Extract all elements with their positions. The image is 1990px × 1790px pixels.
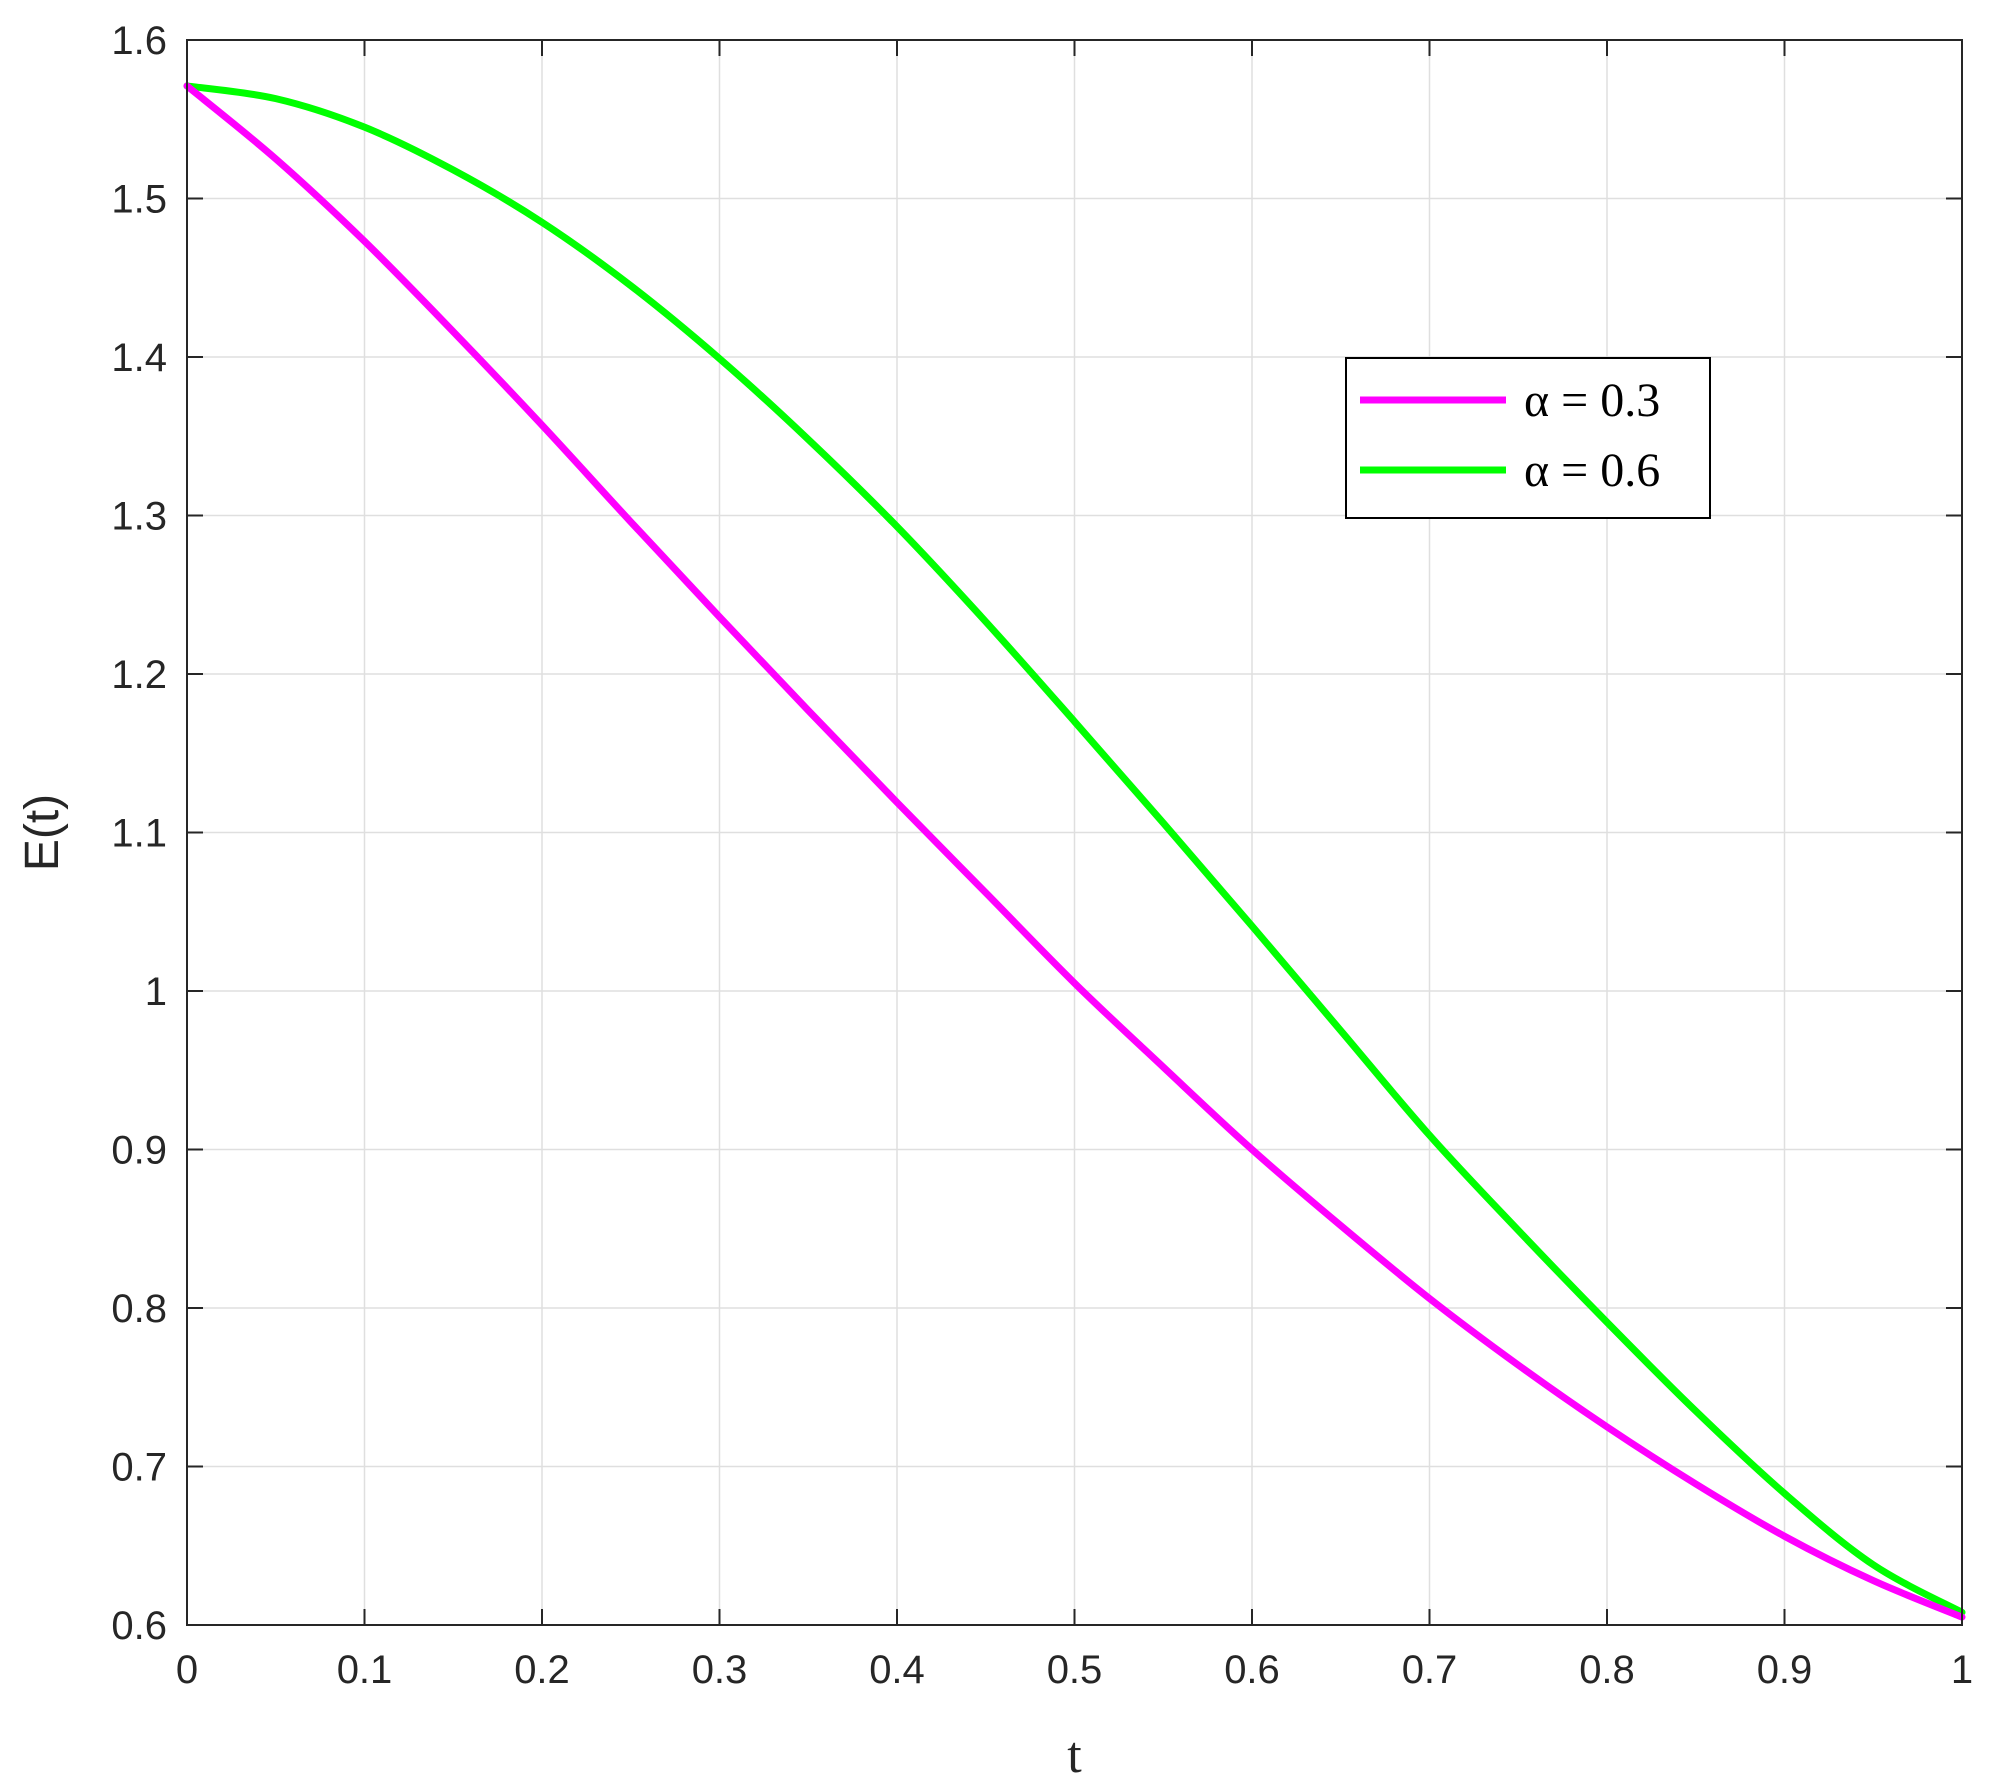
x-tick-label: 0.9 [1757,1648,1813,1692]
x-axis-title: t [1067,1727,1082,1784]
y-tick-label: 1.5 [111,178,167,222]
y-tick-label: 1.4 [111,336,167,380]
y-tick-label: 0.7 [111,1446,167,1490]
ticks: 0 0.1 0.2 0.3 0.4 0.5 0.6 0.7 0.8 0.9 1 0.6 0.7 0.8 0.… [111,19,1973,1692]
legend-box [1345,357,1711,519]
x-tick-label: 0.5 [1047,1648,1103,1692]
x-tick-label: 0 [176,1648,198,1692]
y-tick-label: 0.9 [111,1129,167,1173]
y-tick-label: 1.1 [111,812,167,856]
x-tick-label: 0.8 [1579,1648,1635,1692]
x-tick-label: 0.6 [1224,1648,1280,1692]
y-tick-label: 1.3 [111,495,167,539]
x-tick-label: 0.1 [337,1648,393,1692]
y-tick-label: 1 [145,970,167,1014]
legend-label: α = 0.6 [1524,444,1660,497]
y-axis-title: E(t) [16,794,69,871]
legend: α = 0.3 α = 0.6 [1345,357,1711,519]
series-layer [183,82,1966,1621]
series-line-2 [183,82,1966,1616]
y-tick-label: 1.2 [111,653,167,697]
y-tick-label: 0.8 [111,1287,167,1331]
y-tick-label: 1.6 [111,19,167,63]
x-tick-label: 0.2 [514,1648,570,1692]
x-tick-label: 0.7 [1402,1648,1458,1692]
x-tick-label: 0.3 [692,1648,748,1692]
x-tick-label: 0.4 [869,1648,925,1692]
y-tick-label: 0.6 [111,1604,167,1648]
legend-label: α = 0.3 [1524,374,1660,427]
x-tick-label: 1 [1951,1648,1973,1692]
series-line-1 [183,82,1966,1621]
